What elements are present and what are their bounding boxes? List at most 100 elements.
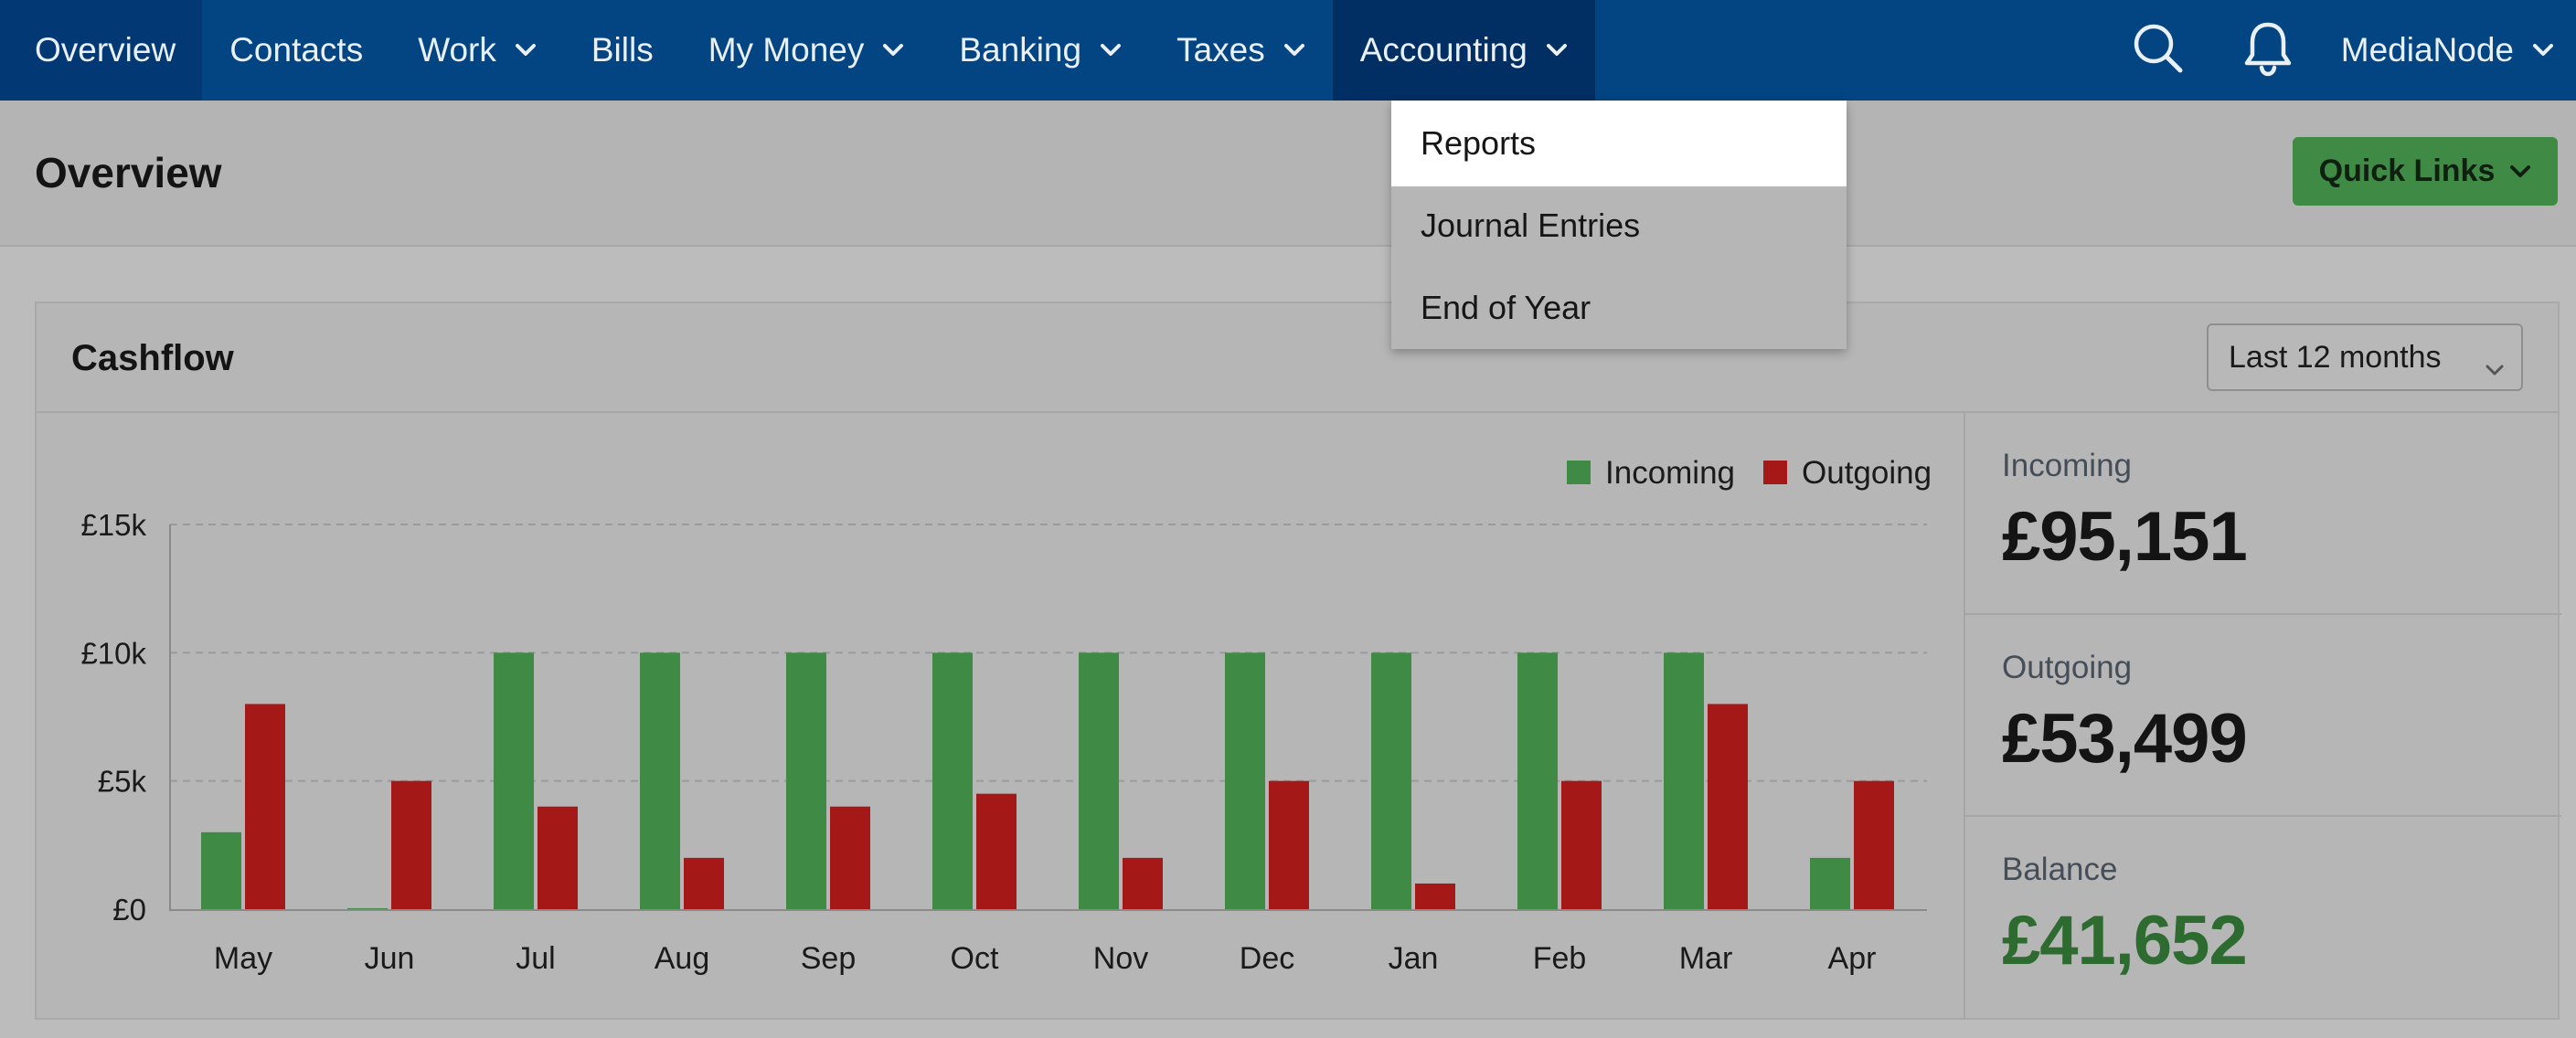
bar-incoming-nov [1079, 652, 1119, 909]
bar-outgoing-oct [976, 793, 1017, 909]
cashflow-card: Cashflow Last 12 months £0 £5k £10k £15k May… [35, 302, 2561, 1020]
stat-outgoing: Outgoing £53,499 [1965, 615, 2561, 817]
period-select[interactable]: Last 12 months [2207, 323, 2523, 391]
cashflow-title: Cashflow [71, 338, 234, 378]
x-tick-label: Dec [1240, 941, 1294, 976]
page-title: Overview [35, 149, 222, 196]
period-select-value: Last 12 months [2229, 339, 2442, 375]
y-tick-label: £15k [80, 508, 146, 542]
stat-incoming-value: £95,151 [2002, 498, 2248, 576]
page-header: Overview Quick Links [0, 101, 2576, 247]
stat-incoming-label: Incoming [2002, 448, 2133, 483]
y-tick-label: £5k [98, 765, 147, 799]
legend-label-outgoing: Outgoing [1802, 455, 1932, 491]
bar-incoming-apr [1810, 857, 1850, 909]
x-tick-label: Jul [516, 941, 555, 976]
chevron-down-icon [2485, 349, 2505, 385]
search-icon [2132, 22, 2185, 79]
nav-accounting[interactable]: Accounting [1332, 0, 1595, 101]
y-tick-label: £10k [80, 636, 146, 670]
nav-bills-label: Bills [591, 31, 654, 69]
x-tick-label: Apr [1828, 941, 1877, 976]
bar-incoming-jul [494, 652, 534, 909]
nav-work-label: Work [418, 31, 496, 69]
x-tick-label: Nov [1093, 941, 1148, 976]
menu-item-label: Journal Entries [1421, 207, 1641, 244]
stat-outgoing-value: £53,499 [2002, 700, 2248, 778]
bar-incoming-mar [1664, 652, 1704, 909]
notifications-button[interactable] [2213, 0, 2323, 101]
nav-accounting-label: Accounting [1359, 31, 1528, 69]
cashflow-chart: £0 £5k £10k £15k May Jun Jul Aug Sep Oct Nov Dec Jan… [37, 413, 1964, 1020]
nav-my-money-label: My Money [708, 31, 865, 69]
bar-outgoing-sep [830, 806, 870, 909]
y-tick-label: £0 [112, 893, 146, 927]
menu-item-journal-entries[interactable]: Journal Entries [1391, 183, 1847, 269]
stat-balance-value: £41,652 [2002, 902, 2248, 980]
cashflow-chart-svg: £0 £5k £10k £15k May Jun Jul Aug Sep Oct Nov Dec Jan… [80, 455, 1932, 976]
chevron-down-icon [1100, 44, 1122, 57]
bar-outgoing-mar [1708, 704, 1748, 909]
nav-banking[interactable]: Banking [931, 0, 1149, 101]
bar-incoming-may [201, 831, 241, 909]
bar-incoming-aug [640, 652, 680, 909]
chevron-down-icon [515, 44, 537, 57]
chevron-down-icon [2532, 44, 2554, 57]
quick-links-label: Quick Links [2318, 154, 2496, 188]
cashflow-header: Cashflow Last 12 months [37, 303, 2558, 413]
nav-right: MediaNode [2103, 0, 2576, 101]
x-tick-label: Feb [1533, 941, 1587, 976]
nav-banking-label: Banking [959, 31, 1082, 69]
stat-balance-label: Balance [2002, 852, 2118, 887]
x-tick-label: Jan [1389, 941, 1439, 976]
x-tick-label: Aug [655, 941, 710, 976]
bar-outgoing-jul [538, 806, 578, 909]
nav-taxes[interactable]: Taxes [1149, 0, 1333, 101]
bar-outgoing-apr [1854, 780, 1894, 909]
nav-taxes-label: Taxes [1176, 31, 1265, 69]
cashflow-stats: Incoming £95,151 Outgoing £53,499 Balanc… [1964, 413, 2561, 1020]
bar-incoming-jan [1371, 652, 1411, 909]
menu-item-label: Reports [1421, 124, 1537, 162]
user-menu[interactable]: MediaNode [2323, 31, 2576, 69]
stat-incoming: Incoming £95,151 [1965, 413, 2561, 615]
menu-item-end-of-year[interactable]: End of Year [1391, 265, 1847, 351]
nav-overview-label: Overview [35, 31, 176, 69]
chevron-down-icon [882, 44, 904, 57]
menu-item-reports[interactable]: Reports [1391, 101, 1847, 186]
nav-my-money[interactable]: My Money [681, 0, 932, 101]
nav-work[interactable]: Work [390, 0, 564, 101]
quick-links-button[interactable]: Quick Links [2293, 137, 2558, 206]
x-tick-label: Jun [365, 941, 415, 976]
top-nav: Overview Contacts Work Bills My Money Ba… [0, 0, 2576, 101]
bar-outgoing-jan [1415, 883, 1455, 909]
bar-outgoing-jun [391, 780, 431, 909]
legend-swatch-outgoing [1763, 461, 1787, 484]
accounting-dropdown: Reports Journal Entries End of Year [1391, 101, 1847, 349]
x-tick-label: Oct [951, 941, 999, 976]
stat-outgoing-label: Outgoing [2002, 650, 2133, 685]
legend-swatch-incoming [1567, 461, 1591, 484]
bar-incoming-dec [1225, 652, 1265, 909]
chevron-down-icon [1546, 44, 1568, 57]
nav-overview[interactable]: Overview [0, 0, 203, 101]
search-button[interactable] [2103, 0, 2213, 101]
bar-outgoing-may [245, 704, 285, 909]
stat-balance: Balance £41,652 [1965, 817, 2561, 1019]
bell-icon [2242, 20, 2294, 81]
nav-contacts-label: Contacts [229, 31, 364, 69]
bar-incoming-sep [786, 652, 826, 909]
x-tick-label: May [214, 941, 272, 976]
chevron-down-icon [2509, 164, 2531, 178]
bar-outgoing-dec [1269, 780, 1309, 909]
bar-outgoing-nov [1123, 857, 1163, 909]
bar-outgoing-aug [684, 857, 724, 909]
bar-incoming-oct [932, 652, 973, 909]
nav-contacts[interactable]: Contacts [202, 0, 390, 101]
chevron-down-icon [1283, 44, 1305, 57]
nav-bills[interactable]: Bills [564, 0, 681, 101]
x-tick-label: Sep [801, 941, 857, 976]
bar-incoming-feb [1517, 652, 1558, 909]
menu-item-label: End of Year [1421, 289, 1591, 326]
bar-incoming-jun [347, 908, 388, 909]
